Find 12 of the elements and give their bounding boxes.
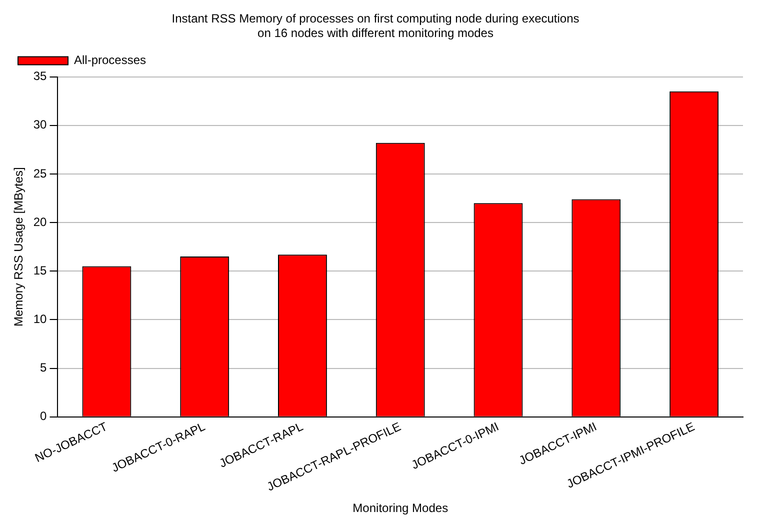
y-tick-label: 35 [33,69,48,84]
x-axis-title: Monitoring Modes [352,501,448,516]
chart-title: Instant RSS Memory of processes on first computing node during executions on 16 nodes with different monitoring modes [172,12,580,40]
y-tick-label: 20 [33,214,48,229]
legend-label: All-processes [74,53,146,68]
y-tick-label: 25 [33,166,48,180]
y-tick-label: 30 [33,118,48,132]
y-tick-label: 10 [33,312,48,326]
y-tick-label: 15 [33,263,48,278]
y-axis-title: Memory RSS Usage [MBytes] [12,167,26,327]
y-tick-label: 0 [40,409,48,424]
y-tick-label: 5 [40,360,48,375]
